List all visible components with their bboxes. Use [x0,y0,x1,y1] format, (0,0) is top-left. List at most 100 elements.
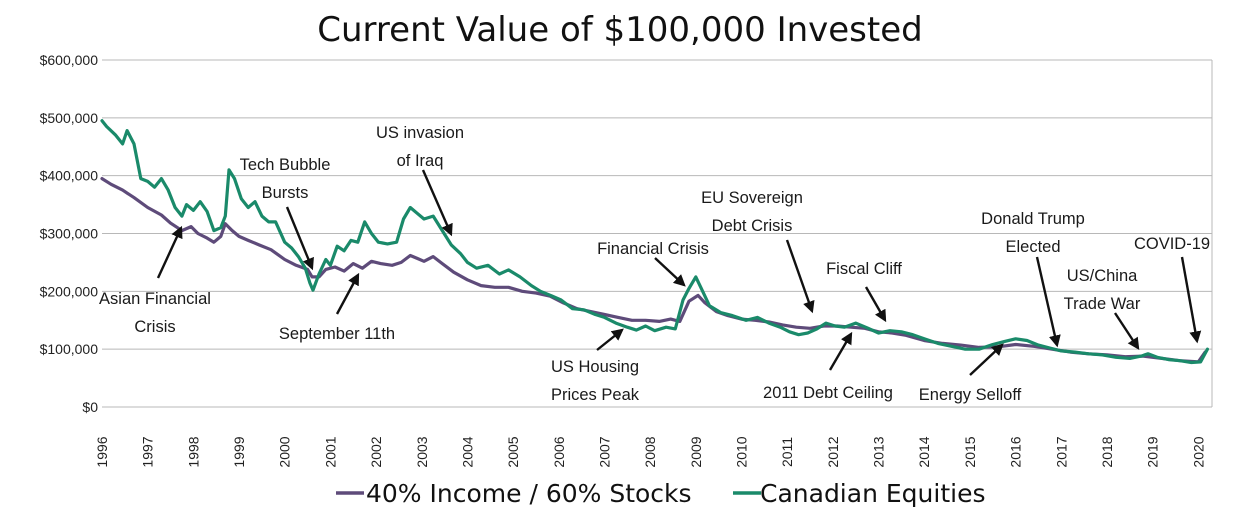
x-tick-label: 1996 [94,436,110,467]
legend-label: Canadian Equities [760,479,985,508]
annotation-arrow [828,331,853,371]
y-tick-label: $300,000 [40,226,99,242]
annotation: US invasion of Iraq [376,124,464,237]
x-tick-label: 2011 [779,437,795,467]
annotation-label: Fiscal Cliff [826,260,902,278]
x-tick-label: 2020 [1190,436,1206,467]
y-axis-tick-labels: $0 $100,000 $200,000 $300,000 $400,000 $500,0… [40,52,99,415]
x-tick-label-group: 2000 [277,436,293,467]
series-line [100,119,1209,365]
y-tick-label: $0 [82,399,98,415]
x-tick-label-group: 2004 [459,436,475,467]
annotation-label: Debt Crisis [712,217,793,235]
x-tick-label: 2014 [916,436,932,467]
annotation-label: Prices Peak [551,386,640,404]
x-tick-label: 2004 [459,436,475,467]
y-tick-label: $500,000 [40,110,99,126]
annotation-arrow [1180,256,1202,344]
x-tick-label-group: 2011 [779,437,795,467]
chart-title: Current Value of $100,000 Invested [317,10,922,50]
annotation-label: Trade War [1064,295,1141,313]
annotation-label: US Housing [551,358,639,376]
legend-item: 40% Income / 60% Stocks [336,479,692,508]
x-tick-label: 2002 [368,436,384,467]
annotation-arrow [596,328,624,351]
x-tick-label: 2009 [688,436,704,467]
x-tick-label-group: 2005 [505,436,521,467]
x-tick-label: 2013 [871,436,887,467]
x-tick-label-group: 1999 [231,436,247,467]
annotation: US Housing Prices Peak [551,328,640,404]
annotation-label: US/China [1067,267,1138,285]
annotation: Asian Financial Crisis [99,225,211,336]
x-tick-label-group: 2009 [688,436,704,467]
annotation-arrow [785,239,815,314]
x-tick-label-group: 2008 [642,436,658,467]
annotation-label: EU Sovereign [701,189,803,207]
x-tick-label: 2001 [322,436,338,467]
annotation-label: Financial Crisis [597,240,709,258]
annotation-arrow [1035,256,1061,348]
y-tick-label: $400,000 [40,168,99,184]
x-tick-label: 2019 [1145,436,1161,467]
x-tick-label: 2012 [825,436,841,467]
x-tick-label-group: 1998 [185,436,201,467]
annotation-label: Elected [1005,238,1060,256]
legend-label: 40% Income / 60% Stocks [366,479,692,508]
annotation-label: Energy Selloff [919,386,1022,404]
x-tick-label-group: 2020 [1190,436,1206,467]
x-tick-label-group: 2006 [551,436,567,467]
x-tick-label-group: 2014 [916,436,932,467]
x-tick-label-group: 2019 [1145,436,1161,467]
annotation-arrow [156,225,183,279]
annotation: Tech Bubble Bursts [240,156,331,271]
x-tick-label: 2016 [1008,436,1024,467]
annotation-label: Asian Financial [99,290,211,308]
x-tick-label-group: 2010 [734,436,750,467]
x-tick-label: 1998 [185,436,201,467]
x-tick-label-group: 2016 [1008,436,1024,467]
annotation-arrow [1113,312,1140,351]
annotation-arrow [421,169,453,237]
annotation: Fiscal Cliff [826,260,902,323]
x-tick-label-group: 2017 [1053,436,1069,467]
annotation-label: US invasion [376,124,464,142]
annotation-label: of Iraq [397,152,444,170]
x-tick-label: 2015 [962,436,978,467]
x-tick-label: 2017 [1053,436,1069,467]
annotation-label: Tech Bubble [240,156,331,174]
legend: 40% Income / 60% Stocks Canadian Equities [336,479,985,508]
annotation-arrow [969,343,1004,376]
grid-lines [102,59,1213,408]
annotation-arrow [654,257,686,287]
x-tick-label-group: 2002 [368,436,384,467]
annotation: September 11th [279,272,395,343]
annotation: EU Sovereign Debt Crisis [701,189,815,314]
series-lines [100,119,1209,365]
annotation: COVID-19 [1134,235,1210,344]
y-tick-label: $600,000 [40,52,99,68]
x-tick-label-group: 2003 [414,436,430,467]
x-tick-label: 2018 [1099,436,1115,467]
annotation: 2011 Debt Ceiling [763,331,893,402]
x-tick-label-group: 2015 [962,436,978,467]
x-tick-label-group: 2001 [322,436,338,467]
legend-item: Canadian Equities [733,479,985,508]
x-tick-label-group: 1997 [140,436,156,467]
annotation-arrow [285,206,314,271]
x-tick-label-group: 2013 [871,436,887,467]
annotations: Asian Financial Crisis Tech Bubble Bursts Se… [99,124,1210,404]
x-tick-label: 1999 [231,436,247,467]
annotation-label: Donald Trump [981,210,1085,228]
x-tick-label: 2006 [551,436,567,467]
y-tick-label: $200,000 [40,283,99,299]
x-tick-label: 2007 [596,436,612,467]
annotation-label: Crisis [134,318,175,336]
annotation-arrow [864,286,887,323]
x-tick-label-group: 2012 [825,436,841,467]
annotation-label: Bursts [262,184,309,202]
x-tick-label: 2008 [642,436,658,467]
annotation-label: 2011 Debt Ceiling [763,384,893,402]
y-tick-label: $100,000 [40,341,99,357]
